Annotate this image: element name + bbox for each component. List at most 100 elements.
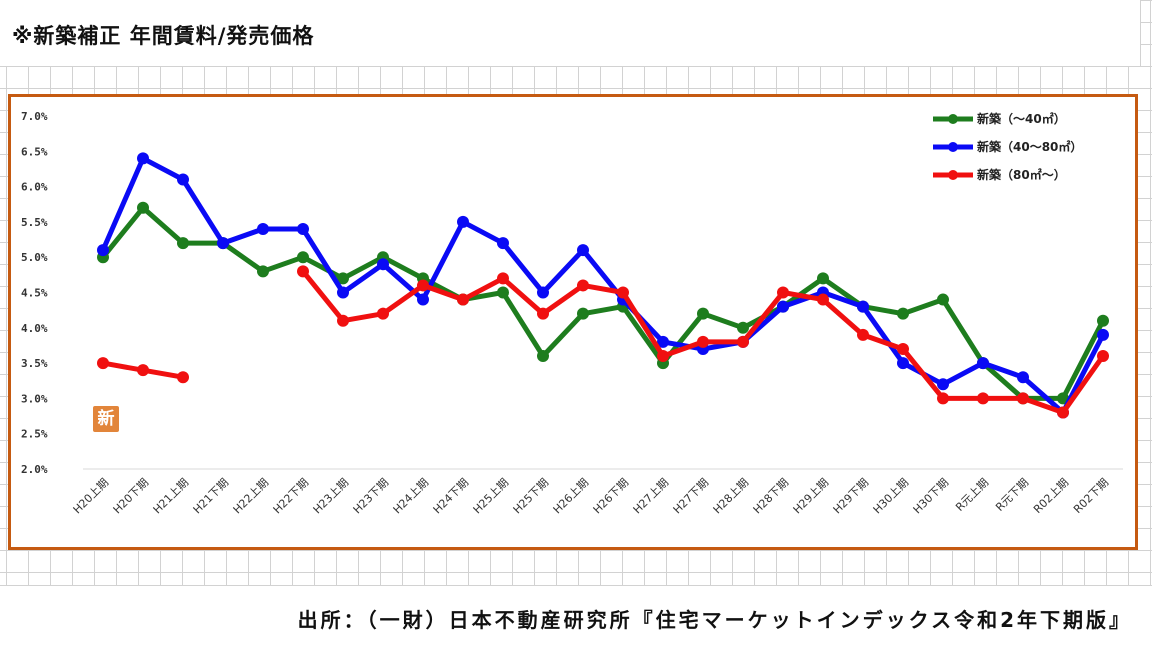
data-point bbox=[297, 265, 309, 278]
data-point bbox=[1017, 371, 1029, 384]
data-point bbox=[457, 215, 469, 228]
data-point bbox=[977, 357, 989, 370]
legend-marker bbox=[948, 114, 958, 124]
x-tick-label: H25下期 bbox=[511, 476, 552, 517]
data-point bbox=[497, 237, 509, 250]
data-point bbox=[1017, 392, 1029, 405]
y-tick-label: 3.0% bbox=[21, 392, 48, 405]
data-point bbox=[657, 335, 669, 348]
x-tick-label: H20下期 bbox=[111, 476, 152, 517]
legend-label: 新築（80㎡～） bbox=[977, 167, 1066, 182]
y-tick-label: 4.0% bbox=[21, 322, 48, 335]
y-tick-label: 5.0% bbox=[21, 251, 48, 264]
x-tick-label: H27下期 bbox=[671, 476, 712, 517]
data-point bbox=[97, 357, 109, 370]
data-point bbox=[897, 307, 909, 320]
title-band: ※新築補正 年間賃料/発売価格 bbox=[0, 0, 1141, 67]
x-tick-label: H26下期 bbox=[591, 476, 632, 517]
data-point bbox=[137, 201, 149, 214]
data-point bbox=[257, 265, 269, 278]
x-tick-label: H30下期 bbox=[911, 476, 952, 517]
data-point bbox=[1097, 314, 1109, 327]
legend-label: 新築（40～80㎡） bbox=[977, 139, 1082, 154]
data-point bbox=[297, 251, 309, 264]
data-point bbox=[537, 307, 549, 320]
x-tick-label: H22下期 bbox=[271, 476, 312, 517]
x-tick-label: H28上期 bbox=[711, 476, 752, 517]
x-tick-label: H30上期 bbox=[871, 476, 912, 517]
series-line-2 bbox=[100, 268, 1106, 415]
data-point bbox=[337, 272, 349, 285]
x-tick-label: H24下期 bbox=[431, 476, 472, 517]
data-point bbox=[377, 258, 389, 271]
data-point bbox=[97, 244, 109, 257]
data-point bbox=[577, 244, 589, 257]
data-point bbox=[417, 293, 429, 306]
data-point bbox=[337, 314, 349, 327]
source-band: 出所：（一財）日本不動産研究所『住宅マーケットインデックス令和2年下期版』 bbox=[0, 585, 1152, 649]
chart-frame[interactable]: 7.0% 6.5% 6.0% 5.5% 5.0% 4.5% 4.0% 3.5% 3.0% 2.5%… bbox=[8, 94, 1138, 550]
data-point bbox=[577, 279, 589, 292]
line-chart: 7.0% 6.5% 6.0% 5.5% 5.0% 4.5% 4.0% 3.5% 3.0% 2.5%… bbox=[21, 110, 1123, 517]
data-point bbox=[737, 321, 749, 334]
data-point bbox=[177, 371, 189, 384]
legend-label: 新築（～40㎡） bbox=[977, 111, 1066, 126]
data-point bbox=[257, 222, 269, 235]
data-point bbox=[697, 335, 709, 348]
y-tick-label: 6.0% bbox=[21, 181, 48, 194]
x-tick-label: H25上期 bbox=[471, 476, 512, 517]
data-point bbox=[497, 286, 509, 299]
legend-marker bbox=[948, 170, 958, 180]
new-badge: 新 bbox=[93, 406, 119, 432]
data-point bbox=[417, 279, 429, 292]
data-point bbox=[657, 350, 669, 363]
y-tick-label: 7.0% bbox=[21, 110, 48, 123]
legend-marker bbox=[948, 142, 958, 152]
x-tick-label: H29上期 bbox=[791, 476, 832, 517]
data-point bbox=[217, 237, 229, 250]
x-tick-label: R02下期 bbox=[1071, 476, 1111, 516]
data-point bbox=[937, 293, 949, 306]
page-title: ※新築補正 年間賃料/発売価格 bbox=[12, 24, 315, 48]
data-point bbox=[697, 307, 709, 320]
x-tick-label: H23上期 bbox=[311, 476, 352, 517]
data-point bbox=[1097, 350, 1109, 363]
data-point bbox=[137, 152, 149, 165]
data-point bbox=[497, 272, 509, 285]
data-point bbox=[977, 392, 989, 405]
y-tick-label: 3.5% bbox=[21, 357, 48, 370]
x-tick-label: H29下期 bbox=[831, 476, 872, 517]
data-point bbox=[377, 307, 389, 320]
y-tick-label: 6.5% bbox=[21, 145, 48, 158]
x-tick-label: H23下期 bbox=[351, 476, 392, 517]
data-point bbox=[337, 286, 349, 299]
data-point bbox=[857, 328, 869, 341]
data-point bbox=[137, 364, 149, 377]
data-point bbox=[177, 237, 189, 250]
y-tick-label: 2.0% bbox=[21, 463, 48, 476]
data-point bbox=[1057, 406, 1069, 419]
data-point bbox=[897, 357, 909, 370]
x-tick-label: H24上期 bbox=[391, 476, 432, 517]
y-tick-label: 2.5% bbox=[21, 428, 48, 441]
data-point bbox=[537, 286, 549, 299]
data-point bbox=[777, 300, 789, 313]
data-point bbox=[857, 300, 869, 313]
series-line-0 bbox=[100, 205, 1106, 401]
x-tick-label: R元上期 bbox=[953, 476, 991, 514]
data-point bbox=[577, 307, 589, 320]
data-point bbox=[617, 286, 629, 299]
data-point bbox=[777, 286, 789, 299]
data-point bbox=[897, 342, 909, 355]
data-point bbox=[537, 350, 549, 363]
data-point bbox=[937, 378, 949, 391]
source-note: 出所：（一財）日本不動産研究所『住宅マーケットインデックス令和2年下期版』 bbox=[297, 608, 1132, 632]
x-tick-label: H26上期 bbox=[551, 476, 592, 517]
x-tick-label: H28下期 bbox=[751, 476, 792, 517]
data-point bbox=[737, 335, 749, 348]
series-line-1 bbox=[100, 155, 1106, 415]
x-tick-label: H21下期 bbox=[191, 476, 232, 517]
data-point bbox=[817, 293, 829, 306]
data-point bbox=[817, 272, 829, 285]
data-point bbox=[1097, 328, 1109, 341]
